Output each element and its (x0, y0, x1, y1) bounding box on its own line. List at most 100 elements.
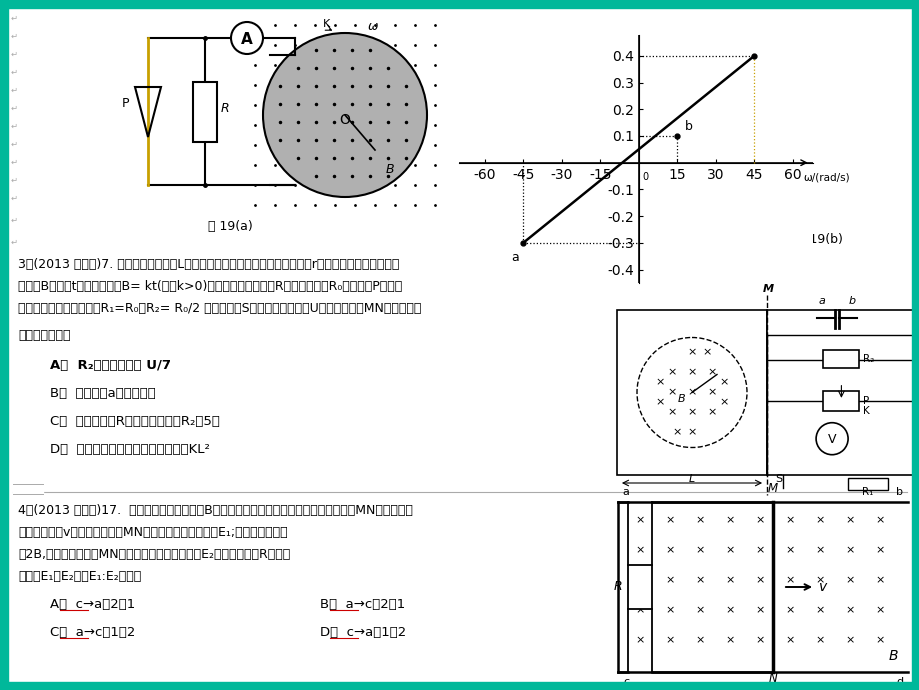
Text: ×: × (707, 408, 716, 417)
Text: ×: × (874, 635, 884, 645)
Text: ω/(rad/s): ω/(rad/s) (802, 172, 849, 182)
Text: R: R (221, 102, 229, 115)
Text: ×: × (666, 408, 676, 417)
Text: ↵: ↵ (10, 139, 17, 148)
Text: 动变阻器中央，定値电阵R₁=R₀、R₂= R₀/2 。闭合开关S，电压表的示数为U，不考虑虚线MN右侧导体的: 动变阻器中央，定値电阵R₁=R₀、R₂= R₀/2 。闭合开关S，电压表的示数为… (18, 302, 421, 315)
Text: ×: × (874, 605, 884, 615)
Text: ×: × (814, 635, 823, 645)
Text: ×: × (701, 348, 711, 357)
Text: ×: × (635, 545, 644, 555)
Text: ×: × (719, 397, 728, 408)
Text: ×: × (814, 545, 823, 555)
Bar (846, 478, 887, 490)
Text: 方向及E₁与E₂之比E₁:E₂分别为: 方向及E₁与E₂之比E₁:E₂分别为 (18, 570, 142, 583)
Text: 感应电动势，则: 感应电动势，则 (18, 329, 71, 342)
Text: A．  R₂两端的电压为 U/7: A． R₂两端的电压为 U/7 (50, 359, 171, 372)
Text: V: V (827, 433, 835, 446)
Text: ×: × (754, 575, 764, 585)
Text: ×: × (724, 515, 734, 525)
Bar (823, 391, 858, 411)
Text: ↵: ↵ (10, 32, 17, 41)
Text: L: L (688, 474, 695, 484)
Text: ×: × (754, 515, 764, 525)
Text: ×: × (874, 575, 884, 585)
Text: ×: × (654, 397, 664, 408)
Text: ×: × (664, 575, 674, 585)
Text: ×: × (664, 635, 674, 645)
Text: ×: × (707, 388, 716, 397)
Text: ↵: ↵ (10, 104, 17, 112)
Bar (628, 565, 652, 609)
Text: 图 19(b): 图 19(b) (797, 233, 842, 246)
Text: ×: × (845, 635, 854, 645)
Text: ↵: ↵ (10, 157, 17, 166)
Text: ×: × (814, 605, 823, 615)
Text: ×: × (874, 545, 884, 555)
Text: ×: × (686, 408, 696, 417)
Text: ×: × (754, 605, 764, 615)
Text: C．  滑动变阻器R的热功率为电阻R₂的5倍: C． 滑动变阻器R的热功率为电阻R₂的5倍 (50, 415, 220, 428)
Text: ×: × (707, 368, 716, 377)
Text: 0: 0 (641, 172, 648, 182)
Circle shape (231, 22, 263, 54)
Text: C．  a→c，1：2: C． a→c，1：2 (50, 626, 135, 639)
Bar (823, 350, 858, 368)
Text: P: P (862, 396, 868, 406)
Text: K: K (862, 406, 869, 416)
Text: ×: × (845, 575, 854, 585)
Text: ×: × (785, 605, 794, 615)
Text: ×: × (785, 515, 794, 525)
Text: M: M (767, 482, 777, 495)
Text: ↵: ↵ (10, 237, 17, 246)
Circle shape (263, 33, 426, 197)
Text: ×: × (785, 545, 794, 555)
Text: ↵: ↵ (10, 215, 17, 224)
Text: d: d (895, 677, 902, 687)
Text: 为2B,其他条件不变，MN中产生的感应电动势变为E₂。则通过电阻R的电流: 为2B,其他条件不变，MN中产生的感应电动势变为E₂。则通过电阻R的电流 (18, 548, 289, 561)
Text: S: S (774, 474, 781, 484)
Text: ×: × (724, 545, 734, 555)
Text: ×: × (695, 605, 704, 615)
Text: B．  a→c，2：1: B． a→c，2：1 (320, 598, 404, 611)
Text: 图 19(a): 图 19(a) (208, 220, 252, 233)
Text: B: B (887, 649, 897, 663)
Text: R₁: R₁ (861, 487, 872, 497)
Text: ×: × (874, 515, 884, 525)
Text: ×: × (654, 377, 664, 388)
Text: ×: × (686, 428, 696, 437)
Text: ×: × (686, 388, 696, 397)
Text: B: B (677, 395, 685, 404)
Text: ×: × (664, 545, 674, 555)
Bar (617, 310, 766, 475)
Text: D．  c→a，1：2: D． c→a，1：2 (320, 626, 406, 639)
Text: B: B (385, 163, 394, 176)
Text: ×: × (635, 515, 644, 525)
Text: K: K (323, 19, 330, 29)
Text: D．  正方形导线框中的感应电动势为KL²: D． 正方形导线框中的感应电动势为KL² (50, 443, 210, 456)
Text: N: N (767, 672, 777, 685)
Text: ↵: ↵ (10, 86, 17, 95)
Text: M: M (762, 284, 773, 294)
Text: 4、(2013 北京卷)17.  如图，在磁感应强度为B、方向垂直纸面向里的匀强磁场中，金属杆MN在平行金属: 4、(2013 北京卷)17. 如图，在磁感应强度为B、方向垂直纸面向里的匀强磁… (18, 504, 413, 517)
Circle shape (815, 423, 847, 455)
Text: ×: × (695, 635, 704, 645)
Text: b: b (685, 120, 692, 133)
Bar (193, 82, 217, 142)
Text: ↵: ↵ (10, 68, 17, 77)
Text: ×: × (686, 368, 696, 377)
Text: ×: × (635, 605, 644, 615)
Text: ×: × (635, 575, 644, 585)
Text: ×: × (724, 635, 734, 645)
Text: ×: × (724, 605, 734, 615)
Text: ×: × (666, 368, 676, 377)
Text: ×: × (814, 575, 823, 585)
Text: ×: × (845, 545, 854, 555)
Text: a: a (817, 296, 824, 306)
Text: b: b (847, 296, 855, 306)
Text: B．  电容器的a极板带正电: B． 电容器的a极板带正电 (50, 387, 155, 400)
Text: ↵: ↵ (10, 121, 17, 130)
Text: ×: × (754, 635, 764, 645)
Text: ×: × (686, 348, 696, 357)
Text: ×: × (672, 428, 681, 437)
Text: ↵: ↵ (10, 50, 17, 59)
